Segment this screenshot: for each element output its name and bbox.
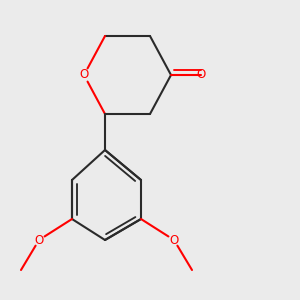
Text: O: O: [34, 233, 43, 247]
Text: O: O: [196, 68, 206, 82]
Text: O: O: [169, 233, 178, 247]
Text: O: O: [80, 68, 88, 82]
